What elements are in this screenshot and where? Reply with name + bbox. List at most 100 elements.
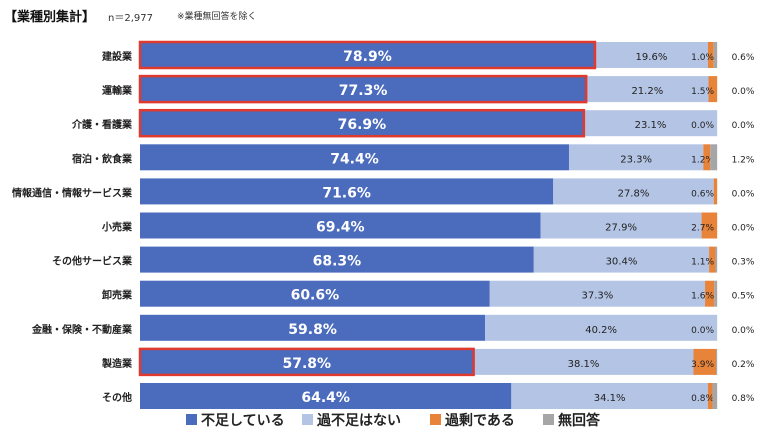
category-label: 卸売業 [102,289,133,302]
value-label: 40.2% [585,325,617,336]
legend-label: 不足している [201,413,285,429]
value-label: 71.6% [322,185,371,201]
value-label: 1.1% [691,258,714,268]
category-label: 介護・看護業 [71,118,133,131]
bar-segment [594,42,708,68]
category-label: 建設業 [101,50,133,63]
value-label: 0.0% [732,326,755,336]
bar-segment [485,314,718,341]
value-label: 0.6% [732,53,755,63]
value-label: 60.6% [291,288,340,304]
bar-segment [140,348,474,375]
bar-segment [140,76,587,103]
bar-segment [140,144,569,171]
value-label: 57.8% [283,356,332,372]
value-label: 68.3% [313,254,362,270]
value-label: 0.2% [732,360,755,370]
value-label: 3.9% [691,360,714,370]
value-label: 0.0% [732,224,755,234]
value-label: 0.3% [732,258,755,268]
sample-size: n＝2,977 [108,13,153,24]
bar-segment [533,246,710,273]
legend-label: 過不足はない [316,413,401,429]
bar-segment [586,76,709,103]
value-label: 0.6% [691,189,714,199]
value-label: 1.5% [691,87,714,97]
value-label: 74.4% [330,151,379,167]
category-label: 小売業 [101,221,133,234]
bar-segment [140,212,541,239]
legend-swatch [302,414,313,425]
bar-segment [709,246,716,273]
value-label: 59.8% [288,322,337,338]
category-label: 製造業 [101,357,133,370]
category-label: 金融・保険・不動産業 [31,323,133,336]
value-label: 0.0% [732,189,755,199]
value-label: 0.8% [691,394,714,404]
value-label: 30.4% [606,257,638,268]
highlight-outline [138,347,475,377]
category-label: 運輸業 [102,84,133,97]
value-label: 19.6% [636,52,668,63]
bar-segment [703,144,711,171]
value-label: 69.4% [316,220,365,236]
value-label: 0.5% [732,292,755,302]
value-label: 2.7% [691,224,714,234]
bar-segment [705,280,715,307]
category-label: 宿泊・飲食業 [72,152,133,165]
value-label: 27.9% [605,223,637,234]
category-label: 情報通信・情報サービス業 [12,186,133,199]
value-label: 0.8% [732,394,755,404]
bar-segment [540,212,702,239]
value-label: 23.3% [620,154,652,165]
value-label: 21.2% [631,86,663,97]
value-label: 38.1% [568,359,600,370]
bar-segment [716,348,718,375]
highlight-outline [138,74,588,104]
value-label: 76.9% [338,117,387,133]
bar-segment [713,42,718,68]
value-label: 1.2% [732,155,755,165]
legend-label: 無回答 [558,412,601,429]
chart-title: 【業種別集計】 [4,10,96,25]
bar-segment [714,280,718,307]
bar-segment [553,178,714,205]
value-label: 78.9% [343,49,392,65]
bar-segment [140,110,584,137]
bar-segment [707,42,714,68]
value-label: 37.3% [582,291,614,302]
category-label: その他サービス業 [52,255,133,268]
bar-segment [583,110,718,137]
bar-segment [693,348,717,375]
bar-segment [140,383,512,409]
value-label: 1.2% [691,155,714,165]
chart-note: ※業種無回答を除く [177,12,257,22]
value-label: 1.6% [691,292,714,302]
value-label: 0.0% [691,121,714,131]
bar-segment [568,144,704,171]
highlight-outline [138,108,586,138]
legend-swatch [430,414,441,425]
legend-label: 過剰である [444,412,515,429]
legend-swatch [186,414,197,425]
category-label: その他 [102,391,132,404]
bar-segment [713,178,718,205]
bar-segment [489,280,706,307]
value-label: 34.1% [594,393,626,404]
value-label: 1.0% [691,53,714,63]
bar-segment [140,314,486,341]
highlight-outline [138,40,597,70]
value-label: 0.0% [691,326,714,336]
bar-segment [715,246,718,273]
bar-segment [710,144,718,171]
bar-segment [511,383,708,409]
bar-segment [707,383,713,409]
value-label: 0.0% [732,121,755,131]
value-label: 77.3% [339,83,388,99]
bar-segment [140,178,554,205]
bar-segment [140,280,490,307]
value-label: 27.8% [618,188,650,199]
bar-segment [712,383,718,409]
value-label: 64.4% [301,390,350,406]
